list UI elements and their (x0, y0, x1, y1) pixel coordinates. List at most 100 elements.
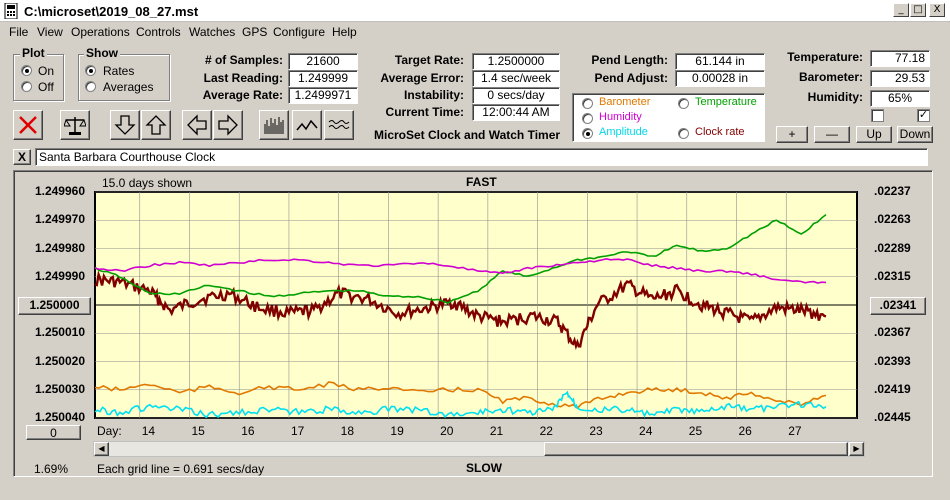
arrow-left-button[interactable] (182, 110, 212, 140)
y-right-tick-label: .02367 (874, 325, 911, 340)
percent-label: 1.69% (34, 462, 69, 476)
clock-name-text: Santa Barbara Courthouse Clock (39, 150, 216, 164)
arrow-up-button[interactable] (141, 110, 171, 140)
y-left-tick-label: 1.249990 (34, 268, 85, 283)
plot-off-radio[interactable] (21, 81, 32, 92)
instability-label: Instability: (403, 88, 464, 102)
overlay-barometer-radio[interactable] (582, 98, 593, 109)
y-left-tick-label: 1.249970 (34, 212, 85, 227)
menu-watches[interactable]: Watches (189, 25, 236, 39)
show-averages-radio[interactable] (85, 81, 96, 92)
overlay-select-box (572, 93, 765, 142)
pend-adjust-value: 0.00028 in (675, 70, 765, 87)
stop-button[interactable] (13, 110, 43, 140)
overlay-amplitude-radio[interactable] (582, 128, 593, 139)
menu-gps[interactable]: GPS (242, 25, 268, 39)
checkbox-right[interactable]: ✓ (917, 109, 930, 122)
bars-view-button[interactable] (259, 110, 289, 140)
scroll-right-icon[interactable]: ▶ (849, 442, 864, 456)
show-group (78, 54, 170, 101)
series-line-humidity (94, 257, 827, 284)
wave-view-button[interactable] (324, 110, 354, 140)
arrow-left-icon (187, 114, 207, 136)
menu-bar: File View Operations Controls Watches GP… (0, 22, 950, 42)
y-right-tick-label: .02237 (874, 184, 911, 198)
average-rate-value: 1.2499971 (288, 87, 358, 104)
title-bar: C:\microset\2019_08_27.mst _ □ X (0, 0, 950, 22)
wave-graph-icon (328, 120, 350, 129)
center-rate-button[interactable]: 1.250000 (18, 297, 91, 315)
plus-button[interactable]: + (776, 126, 808, 143)
line-view-button[interactable] (292, 110, 322, 140)
show-averages-label: Averages (103, 80, 154, 94)
x-tick-label: 26 (738, 424, 752, 438)
close-window-button[interactable]: X (929, 3, 945, 17)
day-label: Day: (97, 424, 122, 438)
y-right-tick-label: .02393 (874, 353, 911, 368)
balance-button[interactable] (60, 110, 90, 140)
x-tick-label: 27 (788, 424, 802, 438)
scroll-thumb[interactable] (544, 442, 848, 456)
last-reading-label: Last Reading: (203, 71, 283, 85)
checkbox-left[interactable] (871, 109, 884, 122)
y-left-tick-label: 1.250020 (34, 353, 85, 368)
arrow-right-button[interactable] (213, 110, 243, 140)
app-name: MicroSet Clock and Watch Timer (374, 128, 561, 142)
temperature-value: 77.18 (870, 50, 930, 67)
plot-on-label: On (38, 64, 55, 78)
clock-name-field[interactable]: Santa Barbara Courthouse Clock (35, 148, 928, 166)
target-rate-value[interactable]: 1.2500000 (472, 53, 560, 70)
menu-view[interactable]: View (37, 25, 63, 39)
x-tick-label: 14 (141, 424, 156, 438)
y-right-tick-label: .02263 (874, 212, 911, 227)
red-x-icon (19, 116, 37, 134)
x-tick-label: 16 (241, 424, 255, 438)
grid-note: Each grid line = 0.691 secs/day (97, 462, 265, 476)
line-graph-icon (296, 119, 318, 131)
up-button[interactable]: Up (856, 126, 892, 143)
x-tick-label: 24 (639, 424, 653, 438)
overlay-temperature-radio[interactable] (678, 98, 689, 109)
arrow-down-button[interactable] (110, 110, 140, 140)
x-tick-label: 25 (688, 424, 703, 438)
samples-label: # of Samples: (204, 53, 283, 67)
overlay-humidity-radio[interactable] (582, 113, 593, 124)
pend-adjust-label: Pend Adjust: (594, 71, 668, 85)
x-tick-label: 17 (290, 424, 305, 438)
overlay-barometer-label: Barometer (599, 96, 651, 108)
arrow-right-icon (218, 114, 238, 136)
maximize-button[interactable]: □ (910, 3, 926, 17)
overlay-temperature-label: Temperature (695, 96, 757, 108)
temperature-label: Temperature: (787, 50, 863, 64)
x-tick-label: 19 (390, 424, 404, 438)
menu-configure[interactable]: Configure (273, 25, 326, 39)
menu-controls[interactable]: Controls (136, 25, 181, 39)
zero-button[interactable]: 0 (26, 425, 81, 440)
pend-length-label: Pend Length: (591, 53, 668, 67)
menu-help[interactable]: Help (332, 25, 357, 39)
app-icon[interactable] (4, 3, 18, 19)
menu-operations[interactable]: Operations (71, 25, 130, 39)
plot-area (94, 191, 858, 419)
fast-label: FAST (466, 175, 497, 189)
y-left-tick-label: 1.249980 (34, 240, 85, 255)
plot-on-radio[interactable] (21, 65, 32, 76)
plot-off-label: Off (38, 80, 54, 94)
overlay-clockrate-radio[interactable] (678, 128, 689, 139)
down-button[interactable]: Down (897, 126, 933, 143)
center-right-button[interactable]: .02341 (870, 297, 926, 315)
y-left-tick-label: 1.250040 (34, 410, 85, 424)
x-tick-label: 21 (489, 424, 504, 438)
instability-value: 0 secs/day (472, 87, 560, 104)
minimize-button[interactable]: _ (893, 3, 909, 17)
time-scrollbar[interactable]: ◀ ▶ (93, 441, 865, 457)
plot-group-title: Plot (20, 46, 47, 60)
show-rates-radio[interactable] (85, 65, 96, 76)
menu-file[interactable]: File (9, 25, 29, 39)
x-tick-label: 23 (589, 424, 603, 438)
clear-clock-button[interactable]: X (13, 149, 31, 165)
scroll-left-icon[interactable]: ◀ (94, 442, 109, 456)
target-rate-label: Target Rate: (394, 53, 464, 67)
pend-length-value[interactable]: 61.144 in (675, 53, 765, 70)
minus-button[interactable]: — (814, 126, 850, 143)
